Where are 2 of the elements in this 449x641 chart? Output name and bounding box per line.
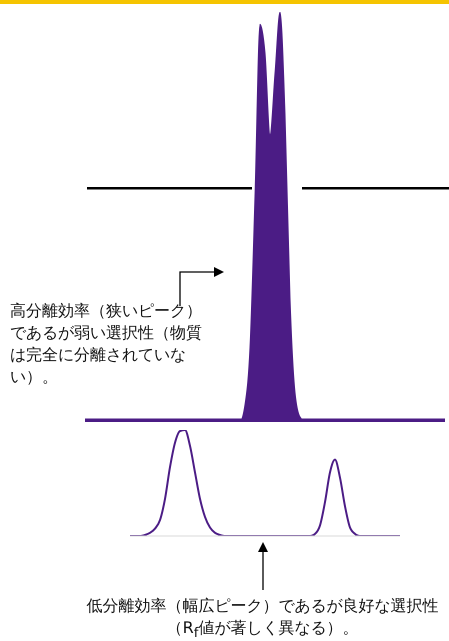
text: 低分離効率（幅広ピーク）であるが良好な選択性（R$_{f}$値が著しく異なる）。 — [86, 595, 440, 641]
annotation: 高分離効率（狭いピーク）であるが弱い選択性（物質は完全に分離されていない）。 — [10, 300, 203, 388]
